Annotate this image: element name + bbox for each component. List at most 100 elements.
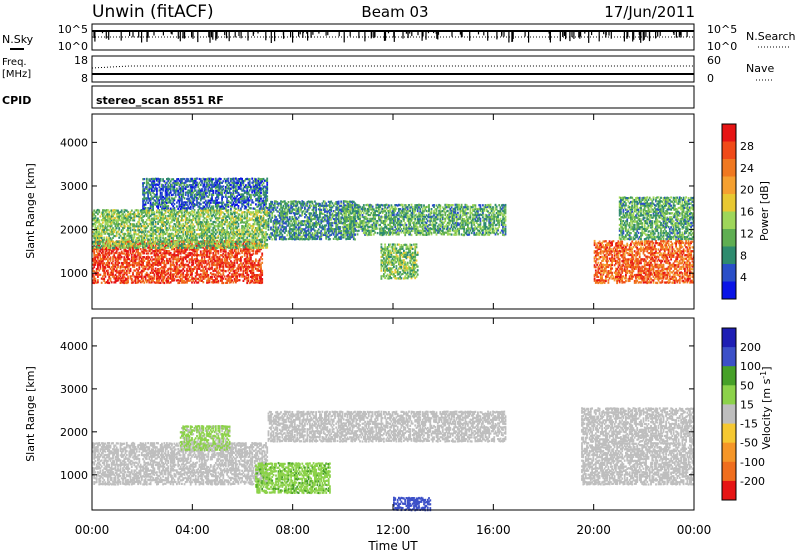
heatmap-cell: [149, 249, 152, 252]
heatmap-cell: [263, 203, 266, 206]
heatmap-cell: [105, 221, 108, 224]
heatmap-cell: [226, 226, 228, 229]
heatmap-cell: [139, 252, 142, 255]
heatmap-cell: [144, 207, 147, 210]
heatmap-cell: [247, 205, 250, 208]
heatmap-cell: [263, 223, 266, 226]
heatmap-cell: [258, 228, 261, 231]
heatmap-cell: [227, 252, 230, 255]
heatmap-cell: [208, 253, 211, 256]
heatmap-cell: [161, 199, 163, 202]
heatmap-cell: [271, 233, 274, 236]
heatmap-cell: [119, 210, 122, 214]
heatmap-cell: [186, 210, 188, 214]
heatmap-cell: [169, 213, 172, 216]
heatmap-cell: [261, 209, 264, 212]
heatmap-cell: [248, 223, 251, 226]
heatmap-cell: [265, 227, 267, 230]
heatmap-cell: [122, 266, 124, 269]
heatmap-cell: [152, 221, 154, 224]
heatmap-cell: [188, 248, 191, 251]
heatmap-cell: [235, 258, 237, 261]
heatmap-cell: [193, 209, 196, 212]
heatmap-cell: [211, 241, 213, 244]
heatmap-cell: [163, 201, 166, 204]
heatmap-cell: [97, 261, 99, 264]
heatmap-cell: [222, 216, 225, 220]
heatmap-cell: [255, 267, 257, 270]
heatmap-cell: [227, 199, 230, 202]
heatmap-cell: [208, 203, 211, 206]
heatmap-cell: [138, 263, 141, 267]
heatmap-cell: [237, 264, 240, 267]
heatmap-cell: [117, 240, 119, 243]
heatmap-cell: [245, 264, 247, 267]
heatmap-cell: [233, 265, 236, 268]
heatmap-cell: [217, 273, 220, 276]
heatmap-cell: [163, 203, 166, 206]
heatmap-cell: [198, 254, 201, 257]
heatmap-cell: [226, 262, 228, 265]
heatmap-cell: [150, 189, 153, 192]
heatmap-cell: [238, 273, 241, 276]
heatmap-cell: [142, 244, 144, 247]
heatmap-cell: [221, 195, 223, 198]
heatmap-cell: [263, 219, 266, 222]
heatmap-cell: [97, 217, 99, 220]
heatmap-cell: [188, 207, 191, 210]
heatmap-cell: [207, 195, 210, 198]
heatmap-cell: [168, 277, 171, 280]
heatmap-cell: [211, 209, 213, 212]
heatmap-cell: [224, 246, 227, 250]
heatmap-cell: [178, 248, 181, 251]
heatmap-cell: [238, 197, 241, 200]
heatmap-cell: [181, 213, 183, 216]
heatmap-cell: [192, 253, 195, 256]
heatmap-cell: [247, 183, 250, 186]
heatmap-cell: [255, 274, 257, 277]
heatmap-cell: [188, 211, 191, 214]
heatmap-cell: [223, 259, 226, 262]
heatmap-cell: [108, 220, 111, 223]
heatmap-cell: [115, 279, 118, 282]
heatmap-cell: [156, 269, 158, 272]
heatmap-cell: [193, 246, 196, 249]
heatmap-cell: [245, 199, 247, 202]
heatmap-cell: [134, 275, 137, 278]
heatmap-cell: [115, 227, 118, 230]
heatmap-cell: [233, 177, 236, 180]
heatmap-cell: [235, 218, 237, 221]
heatmap-cell: [255, 186, 257, 189]
heatmap-cell: [230, 244, 232, 248]
heatmap-cell: [150, 203, 153, 206]
heatmap-cell: [240, 185, 242, 188]
heatmap-cell: [192, 279, 195, 282]
heatmap-cell: [140, 238, 143, 241]
heatmap-cell: [97, 238, 99, 241]
heatmap-cell: [231, 193, 233, 196]
heatmap-cell: [221, 281, 223, 285]
heatmap-cell: [142, 199, 144, 202]
heatmap-cell: [142, 192, 144, 195]
heatmap-cell: [152, 271, 154, 274]
heatmap-cell: [153, 273, 156, 276]
heatmap-cell: [186, 222, 188, 225]
heatmap-cell: [219, 234, 222, 237]
heatmap-cell: [211, 273, 213, 276]
heatmap-cell: [208, 222, 211, 226]
heatmap-cell: [196, 228, 198, 231]
heatmap-cell: [221, 191, 223, 194]
heatmap-cell: [139, 275, 142, 278]
heatmap-cell: [255, 227, 257, 230]
heatmap-cell: [197, 273, 200, 276]
heatmap-cell: [150, 281, 153, 284]
heatmap-cell: [224, 234, 227, 237]
heatmap-cell: [152, 258, 154, 261]
heatmap-cell: [162, 271, 164, 275]
heatmap-cell: [163, 212, 166, 216]
heatmap-cell: [108, 258, 111, 261]
heatmap-cell: [93, 260, 96, 263]
heatmap-cell: [142, 267, 144, 270]
heatmap-cell: [219, 193, 222, 196]
heatmap-cell: [248, 260, 251, 263]
